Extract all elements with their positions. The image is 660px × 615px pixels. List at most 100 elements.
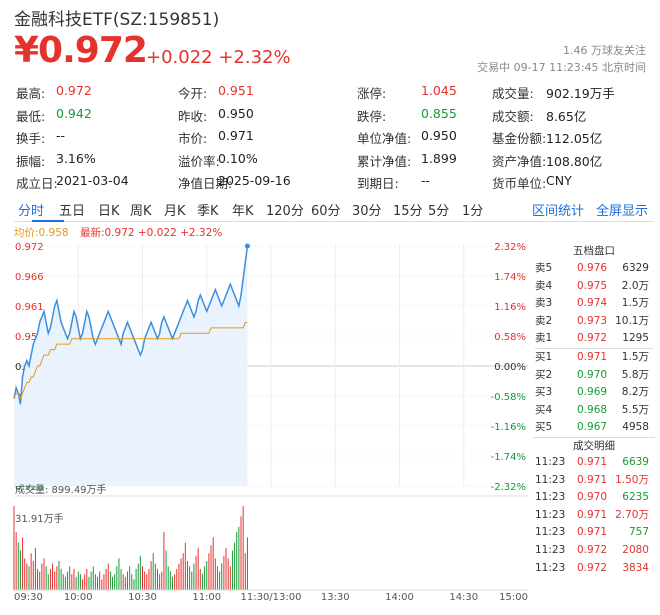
x-tick-label: 11:00	[192, 592, 221, 603]
tab-120分[interactable]: 120分	[266, 204, 304, 219]
y-pct-label: -0.58%	[491, 392, 526, 403]
tab-日K[interactable]: 日K	[98, 204, 120, 219]
ask-volume: 10.1万	[615, 314, 649, 327]
tab-5分[interactable]: 5分	[428, 204, 450, 219]
trade-price: 0.972	[577, 561, 608, 574]
trade-row: 11:23 0.972 2080	[533, 542, 655, 560]
trade-row: 11:23 0.971 757	[533, 524, 655, 542]
bid-row: 买1 0.971 1.5万	[533, 349, 655, 367]
ask-row: 卖1 0.972 1295	[533, 330, 655, 348]
stat-value: CNY	[546, 173, 572, 189]
ask-volume: 6329	[622, 262, 649, 274]
y-pct-label: 1.74%	[494, 272, 526, 283]
tab-月K[interactable]: 月K	[164, 204, 186, 219]
bid-label: 买5	[535, 421, 553, 434]
bid-volume: 5.8万	[621, 368, 649, 381]
trade-price: 0.972	[577, 543, 608, 556]
stat-value: 902.19万手	[546, 86, 615, 101]
volume-title: 成交量: 899.49万手	[15, 483, 107, 496]
fullscreen-link[interactable]: 全屏显示	[596, 204, 649, 219]
avg-price-legend: 均价:0.958	[14, 227, 69, 239]
trade-time: 11:23	[535, 491, 566, 504]
bid-price: 0.970	[577, 368, 608, 381]
stats-row: 换手: -- 市价: 0.971 单位净值: 0.950 基金份额: 112.05亿	[16, 128, 646, 151]
trade-row: 11:23 0.971 6639	[533, 454, 655, 472]
trade-price: 0.971	[577, 455, 608, 468]
current-price: ¥0.972	[14, 30, 148, 71]
stat-value: 0.951	[218, 83, 254, 98]
follower-count[interactable]: 1.46 万球友关注	[563, 44, 646, 57]
ask-volume: 1295	[622, 332, 649, 345]
stat-label: 单位净值:	[357, 131, 412, 147]
trade-volume: 757	[628, 526, 649, 539]
stat-label: 涨停:	[357, 86, 387, 101]
price-area	[14, 246, 248, 486]
y-tick-label: 0.961	[15, 302, 44, 313]
stat-label: 到期日:	[357, 176, 399, 192]
bid-label: 买2	[535, 368, 553, 381]
tab-五日[interactable]: 五日	[59, 204, 86, 219]
active-tab-indicator	[32, 220, 64, 222]
stat-value: 112.05亿	[546, 131, 603, 147]
x-tick-label: 10:00	[64, 592, 93, 603]
ask-price: 0.972	[577, 332, 608, 345]
tab-年K[interactable]: 年K	[232, 204, 254, 219]
bid-label: 买1	[535, 350, 553, 363]
latest-price-dot	[244, 243, 250, 249]
trade-price: 0.971	[577, 508, 608, 521]
tab-15分[interactable]: 15分	[393, 204, 423, 219]
x-tick-label: 13:30	[321, 592, 350, 603]
stat-value: 1.045	[421, 83, 457, 98]
x-tick-label: 11:30/13:00	[240, 592, 301, 603]
bid-label: 买4	[535, 403, 553, 416]
y-pct-label: 2.32%	[494, 242, 526, 253]
stat-label: 市价:	[178, 131, 208, 147]
stat-label: 成立日:	[16, 176, 58, 192]
bid-volume: 8.2万	[621, 386, 649, 399]
x-tick-label: 10:30	[128, 592, 157, 603]
x-tick-label: 15:00	[499, 592, 528, 603]
stat-label: 今开:	[178, 86, 208, 101]
ask-row: 卖3 0.974 1.5万	[533, 295, 655, 313]
stat-label: 最高:	[16, 86, 46, 101]
bid-price: 0.971	[577, 350, 608, 363]
tab-季K[interactable]: 季K	[197, 204, 219, 219]
trade-time: 11:23	[535, 473, 566, 486]
stats-row: 最低: 0.942 昨收: 0.950 跌停: 0.855 成交额: 8.65亿	[16, 106, 646, 129]
range-stats-link[interactable]: 区间统计	[532, 204, 585, 219]
ask-label: 卖5	[535, 262, 553, 274]
y-tick-label: 0.972	[15, 242, 44, 253]
tab-60分[interactable]: 60分	[311, 204, 341, 219]
ask-row: 卖4 0.975 2.0万	[533, 278, 655, 296]
ask-price: 0.974	[577, 297, 608, 310]
stats-row: 最高: 0.972 今开: 0.951 涨停: 1.045 成交量: 902.19万手	[16, 83, 646, 106]
trade-time: 11:23	[535, 561, 566, 574]
y-tick-label: 0.966	[15, 272, 44, 283]
ask-price: 0.976	[577, 262, 608, 274]
chart-period-tabs: 分时 五日 日K 周K 月K 季K 年K 120分 60分 30分 15分 5分 1分 区间统计 全屏显示	[14, 194, 654, 222]
stat-label: 昨收:	[178, 108, 208, 124]
stat-value: 108.80亿	[546, 153, 603, 169]
ask-row: 卖5 0.976 6329	[533, 260, 655, 278]
trade-row: 11:23 0.972 3834	[533, 560, 655, 578]
tab-周K[interactable]: 周K	[130, 204, 152, 219]
tab-1分[interactable]: 1分	[462, 204, 484, 219]
bid-row: 买2 0.970 5.8万	[533, 367, 655, 385]
stat-label: 最低:	[16, 108, 46, 124]
intraday-chart[interactable]: 0.9720.9660.9610.9560.9500.9440.9390.933…	[0, 236, 532, 615]
stat-label: 成交量:	[492, 86, 534, 101]
tab-30分[interactable]: 30分	[352, 204, 382, 219]
tab-分时[interactable]: 分时	[18, 204, 45, 219]
ask-row: 卖2 0.973 10.1万	[533, 313, 655, 331]
trade-time: 11:23	[535, 526, 566, 539]
stat-label: 基金份额:	[492, 131, 547, 147]
order-book: 五档盘口 卖5 0.976 6329 卖4 0.975 2.0万 卖3 0.974 1.5万 卖2 0…	[533, 243, 655, 577]
stat-value: --	[421, 173, 431, 189]
stat-label: 跌停:	[357, 108, 387, 124]
stat-value: 0.942	[56, 105, 92, 121]
stat-label: 净值日期:	[178, 176, 233, 192]
stat-label: 累计净值:	[357, 153, 412, 169]
y-pct-label: 0.58%	[494, 332, 526, 343]
trade-volume: 2.70万	[615, 508, 649, 521]
orderbook-divider	[535, 347, 653, 349]
